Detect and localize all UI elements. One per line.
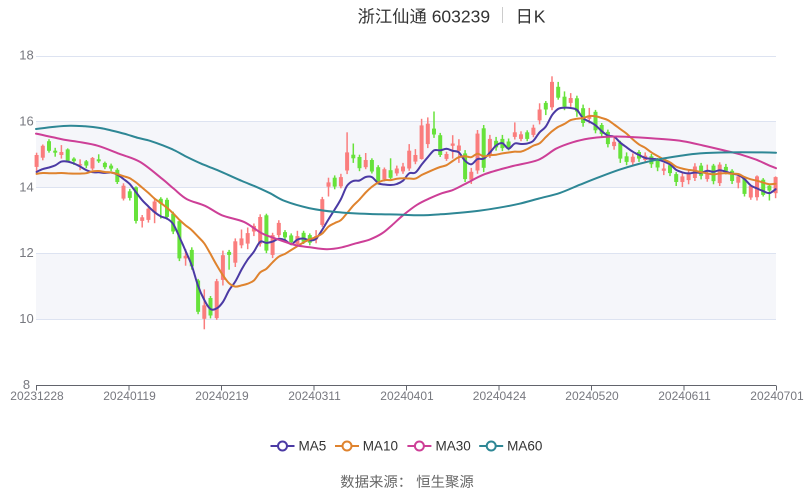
svg-text:20240424: 20240424	[473, 389, 527, 403]
svg-text:MA30: MA30	[436, 439, 471, 454]
svg-text:MA5: MA5	[299, 439, 327, 454]
svg-text:603239: 603239	[432, 7, 490, 27]
svg-text:20240401: 20240401	[380, 389, 434, 403]
svg-text:20240701: 20240701	[750, 389, 804, 403]
svg-text:20240119: 20240119	[103, 389, 156, 403]
svg-text:12: 12	[19, 245, 33, 260]
svg-text:8: 8	[23, 377, 30, 392]
svg-text:MA10: MA10	[363, 439, 398, 454]
svg-text:20240311: 20240311	[288, 389, 341, 403]
svg-text:20231228: 20231228	[10, 389, 64, 403]
svg-text:14: 14	[19, 179, 33, 194]
svg-text:16: 16	[19, 113, 33, 128]
svg-text:20240219: 20240219	[195, 389, 249, 403]
svg-text:20240520: 20240520	[565, 389, 619, 403]
svg-text:MA60: MA60	[507, 439, 542, 454]
svg-text:K: K	[534, 7, 546, 27]
svg-text:10: 10	[19, 311, 33, 326]
svg-text:20240611: 20240611	[658, 389, 711, 403]
svg-text:18: 18	[19, 48, 33, 63]
